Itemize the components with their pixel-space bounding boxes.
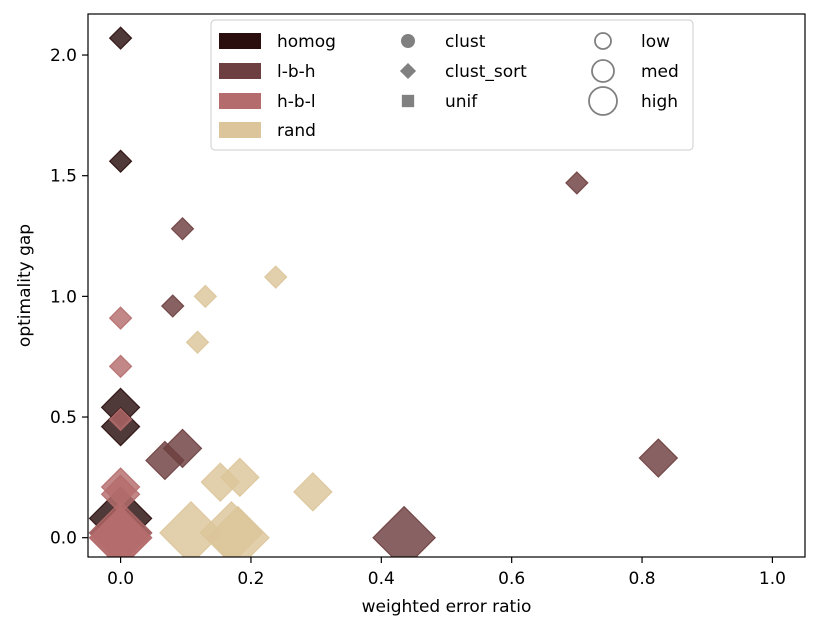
legend-label-homog: homog [277, 32, 336, 52]
x-tick-label: 0.4 [368, 569, 395, 589]
point-rand-unif-med [200, 462, 241, 503]
point-l-b-h-clust-med [162, 428, 203, 469]
legend-size-low [594, 32, 612, 50]
y-tick-label: 0.0 [50, 529, 77, 549]
data-points [88, 26, 679, 557]
legend-label-l-b-h: l-b-h [277, 62, 316, 82]
point-h-b-l-unif-med [100, 474, 141, 515]
y-axis-title: optimality gap [15, 224, 35, 347]
legend-label-h-b-l: h-b-l [277, 92, 316, 112]
legend-size-med [591, 59, 615, 83]
legend-label-unif: unif [445, 92, 478, 112]
legend-label-med: med [641, 62, 679, 82]
point-l-b-h-clust_sort-low [565, 171, 589, 195]
legend-marker-unif [401, 94, 415, 108]
point-l-b-h-unif-low [160, 294, 185, 318]
axis-ticks: 0.0 0.2 0.4 0.6 0.8 1.0 0.0 0.5 1.0 1.5 2.0 [50, 46, 786, 589]
legend-size-high [588, 86, 618, 116]
point-homog-unif-low [108, 149, 133, 173]
y-tick-label: 1.5 [50, 167, 77, 187]
legend-box [210, 19, 694, 151]
point-h-b-l-clust_sort-low [108, 407, 133, 432]
y-tick-label: 0.5 [50, 408, 77, 428]
y-tick-label: 1.0 [50, 287, 77, 307]
point-l-b-h-clust_sort-med [638, 438, 679, 478]
plot-frame [87, 13, 806, 558]
legend-marker-clust_sort [399, 62, 417, 80]
point-h-b-l-clust-high [88, 505, 153, 557]
legend-label-low: low [641, 32, 670, 52]
x-tick-label: 0.6 [498, 569, 525, 589]
point-h-b-l-unif-low [108, 354, 133, 379]
legend-patch-rand [219, 122, 261, 138]
point-rand-clust_sort-med [293, 472, 333, 512]
x-tick-label: 0.0 [107, 569, 134, 589]
point-l-b-h-clust-low [170, 217, 195, 241]
x-tick-label: 0.2 [237, 569, 264, 589]
legend-patch-l-b-h [219, 63, 261, 79]
legend-patch-h-b-l [219, 93, 261, 109]
legend-patch-homog [219, 33, 261, 49]
legend-label-rand: rand [277, 121, 316, 141]
point-rand-clust-high [206, 505, 270, 557]
x-tick-label: 0.8 [629, 569, 656, 589]
legend-marker-clust [401, 34, 415, 48]
legend-label-high: high [641, 92, 678, 112]
point-l-b-h-clust_sort-high [372, 505, 437, 557]
legend-label-clust: clust [445, 32, 486, 52]
y-tick-label: 2.0 [50, 46, 77, 66]
plot-area [88, 26, 679, 557]
x-axis-title: weighted error ratio [362, 597, 532, 617]
point-h-b-l-clust-low [108, 306, 133, 330]
point-homog-clust-low [108, 26, 133, 50]
point-rand-clust_sort-low [263, 265, 288, 289]
legend-label-clust_sort: clust_sort [445, 62, 527, 82]
point-l-b-h-unif-med [145, 440, 185, 481]
point-rand-unif-low [185, 330, 210, 354]
point-rand-clust-low [193, 284, 218, 309]
x-tick-label: 1.0 [759, 569, 786, 589]
